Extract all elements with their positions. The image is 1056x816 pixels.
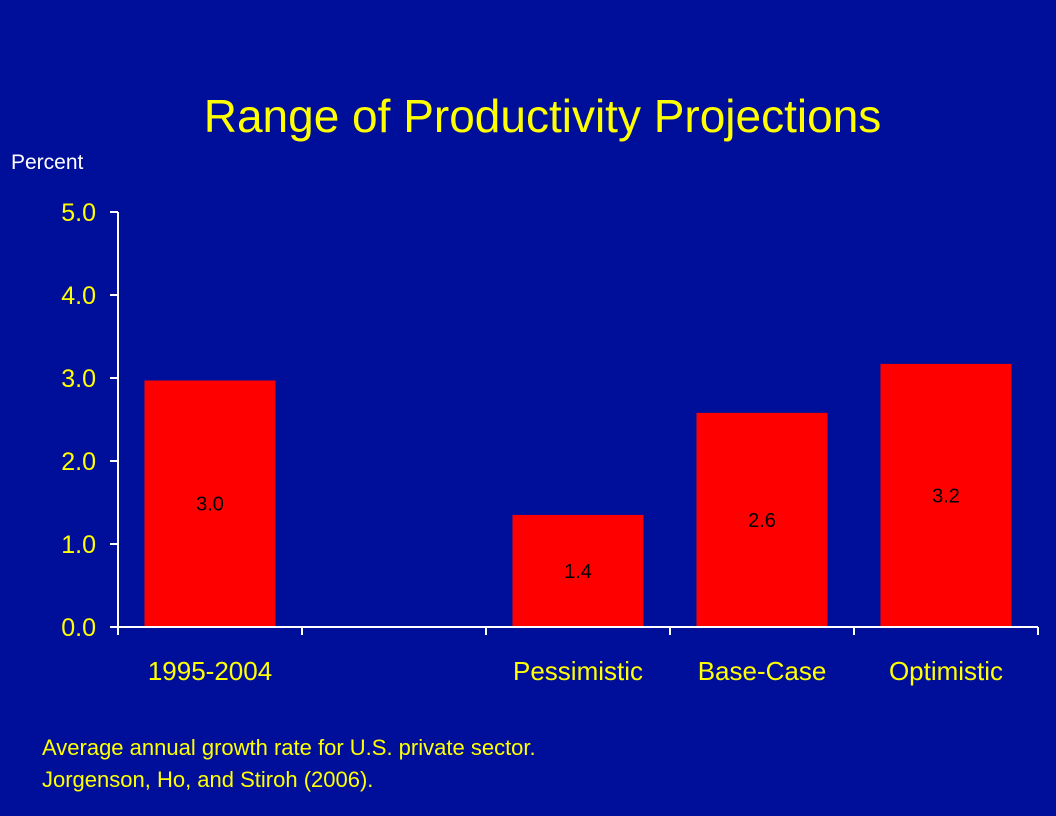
chart-title: Range of Productivity Projections: [203, 90, 882, 142]
bar-data-label: 3.0: [196, 494, 224, 516]
x-category-label: Base-Case: [698, 656, 827, 686]
x-category-label: Optimistic: [889, 656, 1003, 686]
y-tick-label: 4.0: [61, 282, 96, 310]
x-category-label: Pessimistic: [513, 656, 643, 686]
y-tick-label: 1.0: [61, 531, 96, 559]
y-tick-label: 0.0: [61, 614, 96, 642]
footnote-source: Jorgenson, Ho, and Stiroh (2006).: [42, 767, 374, 792]
y-axis-label: Percent: [11, 151, 84, 174]
bar-data-label: 1.4: [564, 561, 592, 583]
bar: [512, 514, 644, 627]
bar: [880, 363, 1012, 627]
footnote-description: Average annual growth rate for U.S. priv…: [42, 735, 536, 760]
y-tick-label: 5.0: [61, 199, 96, 227]
bar-data-label: 2.6: [748, 510, 776, 532]
bar: [144, 380, 276, 627]
bar: [696, 412, 828, 627]
bar-data-label: 3.2: [932, 485, 960, 507]
y-tick-label: 2.0: [61, 448, 96, 476]
x-category-label: 1995-2004: [148, 656, 272, 686]
y-tick-label: 3.0: [61, 365, 96, 393]
